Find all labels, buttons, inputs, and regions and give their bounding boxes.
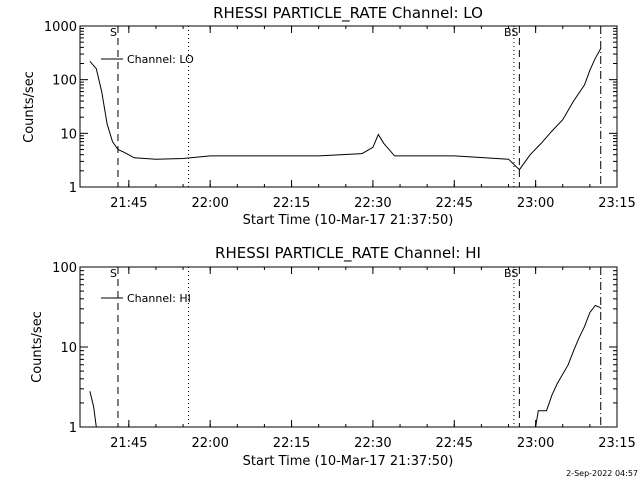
lo-x-tick-label: 22:15 bbox=[273, 196, 310, 211]
lo-legend-label: Channel: LO bbox=[127, 53, 194, 66]
hi-x-tick-label: 23:15 bbox=[598, 436, 635, 451]
lo-y-tick-label: 1000 bbox=[44, 20, 77, 35]
lo-x-tick-label: 21:45 bbox=[110, 196, 147, 211]
lo-marker-label: BS bbox=[504, 26, 518, 39]
hi-marker-label: S bbox=[110, 267, 117, 280]
hi-y-axis-label: Counts/sec bbox=[30, 311, 45, 383]
lo-y-tick-label: 100 bbox=[52, 74, 77, 89]
lo-legend: Channel: LO bbox=[101, 53, 194, 66]
hi-y-tick-label: 100 bbox=[52, 261, 77, 276]
lo-channel-panel: RHESSI PARTICLE_RATE Channel: LO Counts/… bbox=[22, 4, 636, 228]
lo-y-tick-label: 1 bbox=[69, 181, 77, 196]
hi-x-tick-label: 21:45 bbox=[110, 436, 147, 451]
hi-x-tick-label: 22:00 bbox=[191, 436, 228, 451]
lo-marker-label: S bbox=[110, 26, 117, 39]
hi-x-axis-label: Start Time (10-Mar-17 21:37:50) bbox=[243, 454, 454, 469]
hi-legend: Channel: HI bbox=[101, 292, 191, 305]
lo-series-line bbox=[89, 48, 602, 171]
hi-series-line bbox=[89, 304, 601, 428]
lo-x-tick-label: 23:00 bbox=[517, 196, 554, 211]
lo-y-axis-label: Counts/sec bbox=[22, 71, 37, 143]
hi-x-tick-label: 22:30 bbox=[354, 436, 391, 451]
lo-plot-frame bbox=[79, 25, 618, 188]
hi-y-tick-label: 1 bbox=[69, 421, 77, 436]
hi-x-tick-label: 22:15 bbox=[273, 436, 310, 451]
lo-x-axis-label: Start Time (10-Mar-17 21:37:50) bbox=[243, 213, 454, 228]
lo-x-tick-label: 22:45 bbox=[436, 196, 473, 211]
lo-y-tick-label: 10 bbox=[60, 127, 77, 142]
hi-channel-panel: RHESSI PARTICLE_RATE Channel: HI Counts/… bbox=[30, 244, 636, 469]
hi-plot-frame bbox=[79, 266, 618, 428]
hi-marker-label: BS bbox=[504, 267, 518, 280]
lo-chart-title: RHESSI PARTICLE_RATE Channel: LO bbox=[213, 4, 483, 23]
lo-x-tick-label: 23:15 bbox=[598, 196, 635, 211]
footer-timestamp: 2-Sep-2022 04:57 bbox=[566, 469, 638, 478]
hi-y-tick-label: 10 bbox=[60, 341, 77, 356]
hi-legend-label: Channel: HI bbox=[127, 292, 191, 305]
lo-x-tick-label: 22:30 bbox=[354, 196, 391, 211]
hi-x-tick-label: 22:45 bbox=[436, 436, 473, 451]
lo-x-tick-label: 22:00 bbox=[191, 196, 228, 211]
hi-chart-title: RHESSI PARTICLE_RATE Channel: HI bbox=[215, 244, 481, 263]
hi-x-tick-label: 23:00 bbox=[517, 436, 554, 451]
